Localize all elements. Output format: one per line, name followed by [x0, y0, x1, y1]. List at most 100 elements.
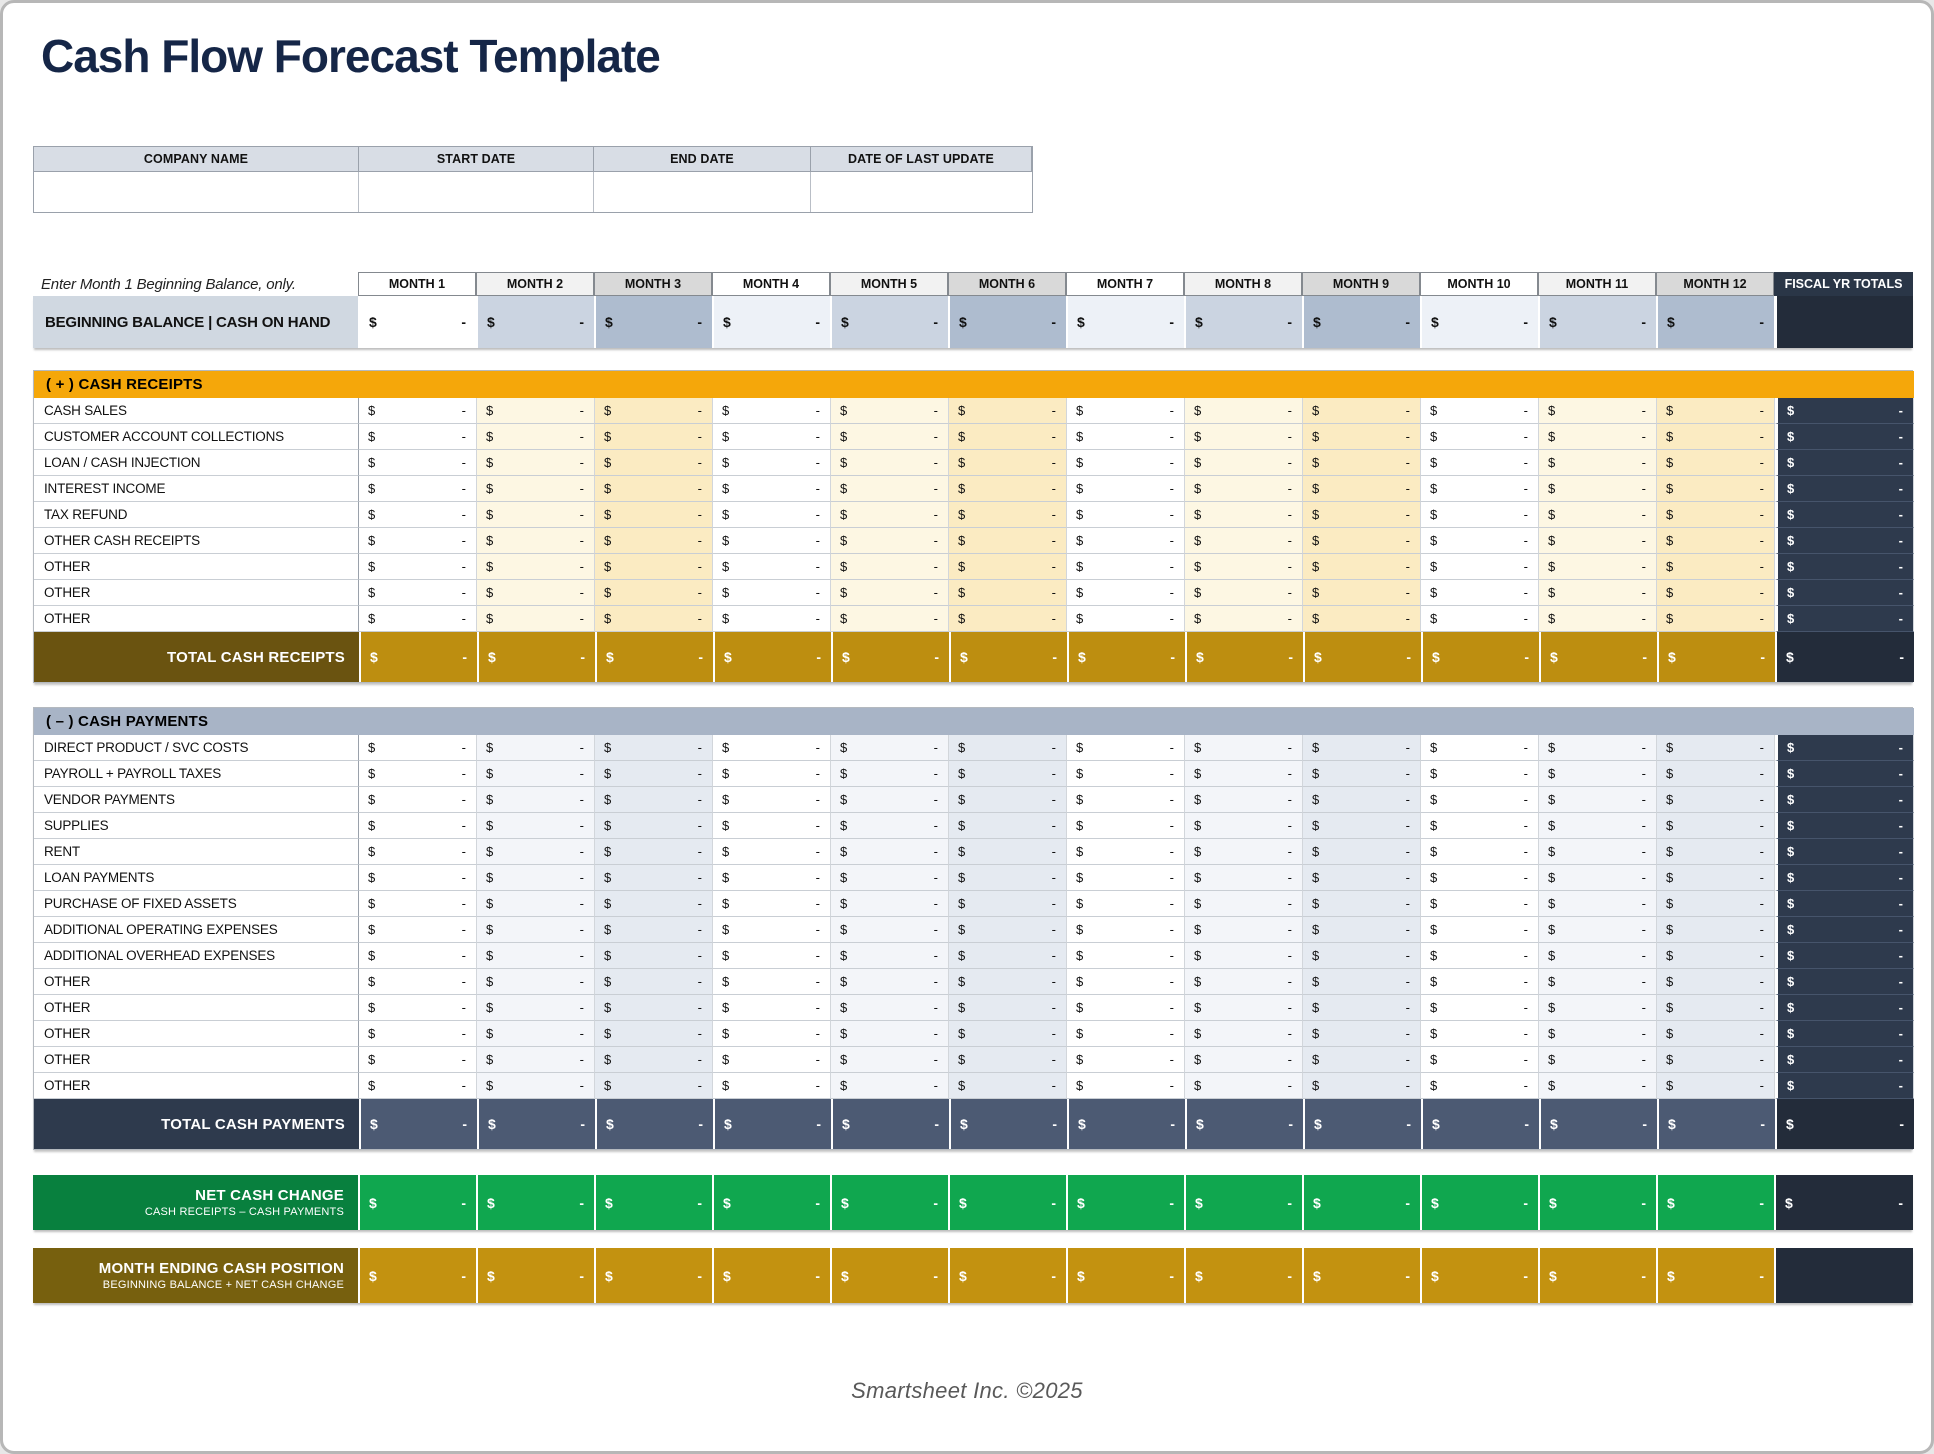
- cash-payments-month-6-cell[interactable]: $ -: [949, 995, 1067, 1021]
- cash-payments-month-9-cell[interactable]: $ -: [1303, 995, 1421, 1021]
- cash-receipts-month-10-cell[interactable]: $ -: [1421, 580, 1539, 606]
- cash-receipts-month-2-cell[interactable]: $ -: [477, 502, 595, 528]
- cash-payments-month-8-cell[interactable]: $ -: [1185, 995, 1303, 1021]
- cash-payments-month-1-cell[interactable]: $ -: [359, 735, 477, 761]
- cash-payments-month-7-cell[interactable]: $ -: [1067, 1047, 1185, 1073]
- cash-payments-month-10-cell[interactable]: $ -: [1421, 995, 1539, 1021]
- cash-payments-month-3-cell[interactable]: $ -: [595, 813, 713, 839]
- cash-payments-month-5-cell[interactable]: $ -: [831, 917, 949, 943]
- cash-receipts-month-4-cell[interactable]: $ -: [713, 580, 831, 606]
- cash-receipts-month-12-cell[interactable]: $ -: [1657, 502, 1775, 528]
- cash-payments-month-3-cell[interactable]: $ -: [595, 839, 713, 865]
- cash-receipts-month-5-cell[interactable]: $ -: [831, 450, 949, 476]
- cash-payments-month-9-cell[interactable]: $ -: [1303, 1021, 1421, 1047]
- cash-payments-month-4-cell[interactable]: $ -: [713, 943, 831, 969]
- cash-receipts-month-1-cell[interactable]: $ -: [359, 528, 477, 554]
- cash-payments-month-12-cell[interactable]: $ -: [1657, 865, 1775, 891]
- cash-payments-month-2-cell[interactable]: $ -: [477, 813, 595, 839]
- cash-receipts-month-5-cell[interactable]: $ -: [831, 528, 949, 554]
- beginning-balance-month-2-cell[interactable]: $ -: [476, 296, 594, 348]
- cash-receipts-month-11-cell[interactable]: $ -: [1539, 398, 1657, 424]
- cash-payments-month-7-cell[interactable]: $ -: [1067, 891, 1185, 917]
- cash-receipts-month-6-cell[interactable]: $ -: [949, 424, 1067, 450]
- cash-payments-month-10-cell[interactable]: $ -: [1421, 813, 1539, 839]
- cash-receipts-month-10-cell[interactable]: $ -: [1421, 528, 1539, 554]
- cash-payments-month-5-cell[interactable]: $ -: [831, 969, 949, 995]
- cash-receipts-month-8-cell[interactable]: $ -: [1185, 580, 1303, 606]
- cash-payments-month-9-cell[interactable]: $ -: [1303, 761, 1421, 787]
- cash-receipts-month-2-cell[interactable]: $ -: [477, 424, 595, 450]
- cash-payments-month-4-cell[interactable]: $ -: [713, 787, 831, 813]
- cash-payments-month-5-cell[interactable]: $ -: [831, 995, 949, 1021]
- cash-payments-month-4-cell[interactable]: $ -: [713, 865, 831, 891]
- cash-payments-month-2-cell[interactable]: $ -: [477, 735, 595, 761]
- cash-receipts-month-6-cell[interactable]: $ -: [949, 398, 1067, 424]
- cash-payments-month-5-cell[interactable]: $ -: [831, 735, 949, 761]
- cash-payments-month-9-cell[interactable]: $ -: [1303, 735, 1421, 761]
- cash-receipts-month-10-cell[interactable]: $ -: [1421, 476, 1539, 502]
- cash-receipts-month-9-cell[interactable]: $ -: [1303, 580, 1421, 606]
- cash-payments-month-8-cell[interactable]: $ -: [1185, 865, 1303, 891]
- cash-payments-month-12-cell[interactable]: $ -: [1657, 813, 1775, 839]
- cash-payments-month-6-cell[interactable]: $ -: [949, 839, 1067, 865]
- cash-payments-month-1-cell[interactable]: $ -: [359, 891, 477, 917]
- cash-payments-month-6-cell[interactable]: $ -: [949, 891, 1067, 917]
- cash-receipts-month-8-cell[interactable]: $ -: [1185, 554, 1303, 580]
- cash-receipts-month-6-cell[interactable]: $ -: [949, 528, 1067, 554]
- cash-payments-month-11-cell[interactable]: $ -: [1539, 839, 1657, 865]
- cash-payments-month-6-cell[interactable]: $ -: [949, 735, 1067, 761]
- cash-receipts-month-6-cell[interactable]: $ -: [949, 580, 1067, 606]
- cash-payments-month-10-cell[interactable]: $ -: [1421, 839, 1539, 865]
- cash-receipts-month-10-cell[interactable]: $ -: [1421, 606, 1539, 632]
- cash-payments-month-10-cell[interactable]: $ -: [1421, 735, 1539, 761]
- cash-payments-month-9-cell[interactable]: $ -: [1303, 917, 1421, 943]
- cash-payments-month-10-cell[interactable]: $ -: [1421, 969, 1539, 995]
- cash-payments-month-1-cell[interactable]: $ -: [359, 943, 477, 969]
- cash-payments-month-1-cell[interactable]: $ -: [359, 865, 477, 891]
- cash-receipts-month-9-cell[interactable]: $ -: [1303, 502, 1421, 528]
- cash-payments-month-4-cell[interactable]: $ -: [713, 917, 831, 943]
- cash-payments-month-7-cell[interactable]: $ -: [1067, 787, 1185, 813]
- cash-receipts-month-4-cell[interactable]: $ -: [713, 450, 831, 476]
- cash-payments-month-1-cell[interactable]: $ -: [359, 761, 477, 787]
- cash-receipts-month-12-cell[interactable]: $ -: [1657, 606, 1775, 632]
- cash-payments-month-5-cell[interactable]: $ -: [831, 761, 949, 787]
- cash-payments-month-2-cell[interactable]: $ -: [477, 761, 595, 787]
- cash-payments-month-10-cell[interactable]: $ -: [1421, 865, 1539, 891]
- cash-receipts-month-8-cell[interactable]: $ -: [1185, 424, 1303, 450]
- cash-receipts-month-6-cell[interactable]: $ -: [949, 554, 1067, 580]
- cash-payments-month-7-cell[interactable]: $ -: [1067, 969, 1185, 995]
- cash-receipts-month-3-cell[interactable]: $ -: [595, 554, 713, 580]
- beginning-balance-month-3-cell[interactable]: $ -: [594, 296, 712, 348]
- cash-payments-month-10-cell[interactable]: $ -: [1421, 761, 1539, 787]
- cash-receipts-month-2-cell[interactable]: $ -: [477, 450, 595, 476]
- cash-receipts-month-8-cell[interactable]: $ -: [1185, 502, 1303, 528]
- cash-receipts-month-1-cell[interactable]: $ -: [359, 502, 477, 528]
- cash-payments-month-4-cell[interactable]: $ -: [713, 735, 831, 761]
- cash-payments-month-1-cell[interactable]: $ -: [359, 839, 477, 865]
- cash-payments-month-2-cell[interactable]: $ -: [477, 969, 595, 995]
- cash-receipts-month-8-cell[interactable]: $ -: [1185, 450, 1303, 476]
- cash-receipts-month-1-cell[interactable]: $ -: [359, 450, 477, 476]
- cash-payments-month-11-cell[interactable]: $ -: [1539, 1073, 1657, 1099]
- cash-payments-month-11-cell[interactable]: $ -: [1539, 995, 1657, 1021]
- cash-payments-month-10-cell[interactable]: $ -: [1421, 787, 1539, 813]
- cash-receipts-month-5-cell[interactable]: $ -: [831, 580, 949, 606]
- cash-receipts-month-7-cell[interactable]: $ -: [1067, 398, 1185, 424]
- cash-payments-month-12-cell[interactable]: $ -: [1657, 943, 1775, 969]
- company-value-2[interactable]: [359, 172, 594, 212]
- cash-payments-month-5-cell[interactable]: $ -: [831, 839, 949, 865]
- cash-receipts-month-7-cell[interactable]: $ -: [1067, 580, 1185, 606]
- cash-receipts-month-4-cell[interactable]: $ -: [713, 554, 831, 580]
- cash-receipts-month-11-cell[interactable]: $ -: [1539, 502, 1657, 528]
- cash-payments-month-3-cell[interactable]: $ -: [595, 891, 713, 917]
- cash-payments-month-9-cell[interactable]: $ -: [1303, 969, 1421, 995]
- cash-payments-month-9-cell[interactable]: $ -: [1303, 787, 1421, 813]
- cash-receipts-month-3-cell[interactable]: $ -: [595, 606, 713, 632]
- cash-receipts-month-7-cell[interactable]: $ -: [1067, 424, 1185, 450]
- cash-payments-month-5-cell[interactable]: $ -: [831, 1021, 949, 1047]
- cash-payments-month-6-cell[interactable]: $ -: [949, 943, 1067, 969]
- cash-receipts-month-9-cell[interactable]: $ -: [1303, 398, 1421, 424]
- cash-receipts-month-3-cell[interactable]: $ -: [595, 424, 713, 450]
- cash-payments-month-7-cell[interactable]: $ -: [1067, 1073, 1185, 1099]
